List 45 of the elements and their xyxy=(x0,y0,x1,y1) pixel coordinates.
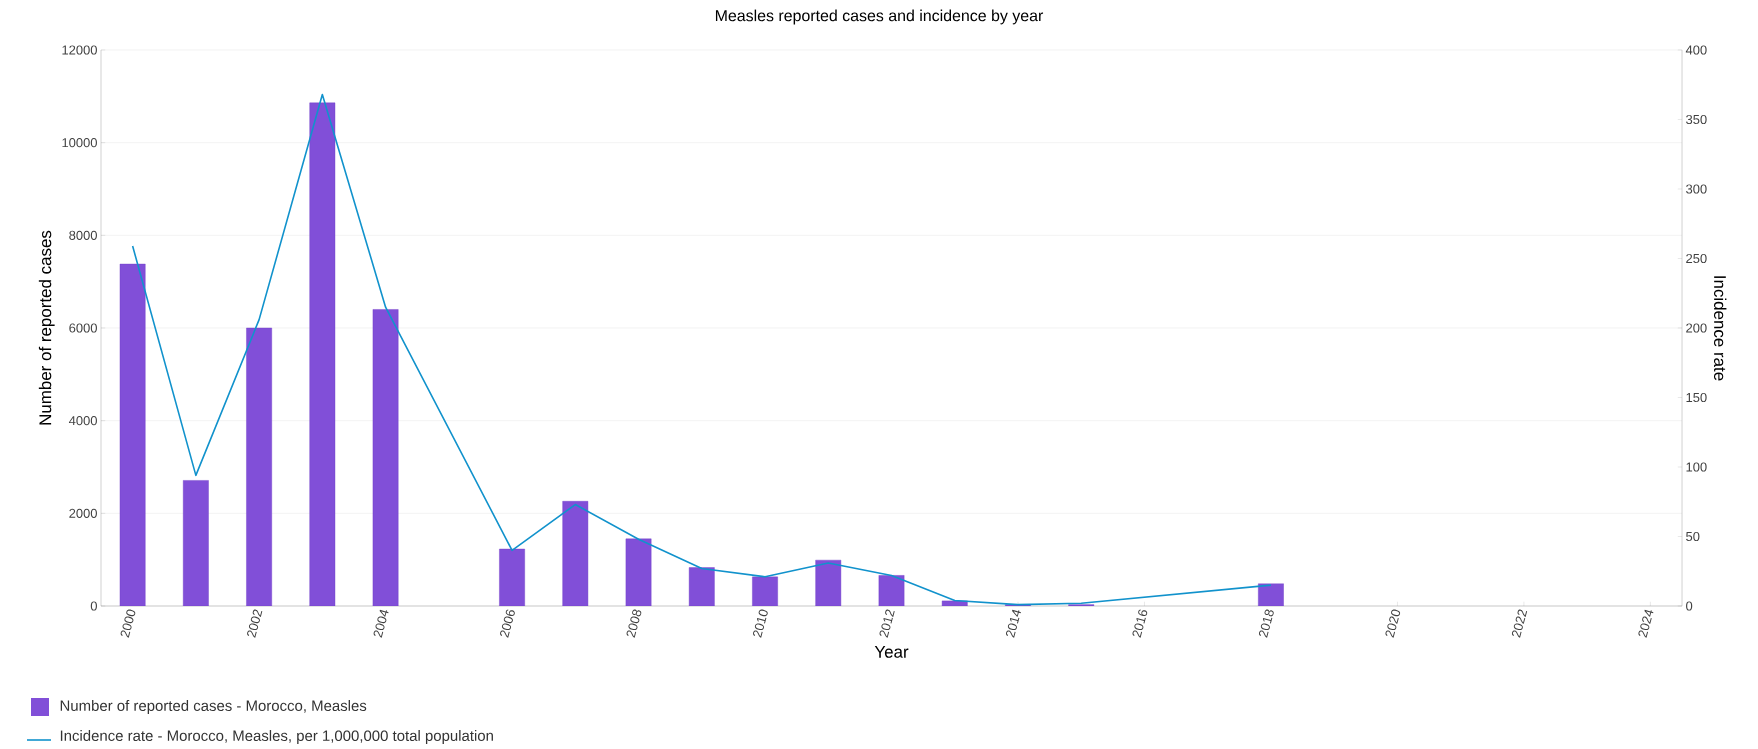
y-tick-label: 6000 xyxy=(69,323,97,333)
y2-tick-label: 400 xyxy=(1685,45,1707,55)
x-tick-label: 2012 xyxy=(879,609,895,638)
y2-tick-label: 250 xyxy=(1686,253,1707,264)
legend-label: Incidence rate - Morocco, Measles, per 1,000,000 total population xyxy=(60,730,493,744)
y2-tick-label: 100 xyxy=(1686,462,1707,472)
legend-label: Number of reported cases - Morocco, Measles xyxy=(60,700,367,714)
x-axis-title: Year xyxy=(874,646,909,658)
bar xyxy=(372,309,399,606)
y-tick-label: 0 xyxy=(90,601,97,611)
bar xyxy=(562,501,589,606)
x-tick-label: 2004 xyxy=(373,609,389,638)
y2-tick-label: 300 xyxy=(1686,184,1707,194)
y2-tick-label: 350 xyxy=(1686,114,1707,125)
y2-tick-label: 0 xyxy=(1686,601,1693,611)
bar xyxy=(119,263,146,606)
bar xyxy=(625,538,652,606)
x-tick-label: 2020 xyxy=(1385,609,1401,638)
y-tick-label: 2000 xyxy=(69,508,97,518)
y2-axis-title: Incidence rate xyxy=(1713,276,1727,381)
x-tick-label: 2010 xyxy=(753,609,768,638)
bar xyxy=(246,327,272,606)
y-axis-title: Number of reported cases xyxy=(38,230,55,425)
x-tick-label: 2018 xyxy=(1258,609,1274,638)
x-tick-label: 2024 xyxy=(1638,609,1654,638)
bar xyxy=(309,102,336,606)
bar xyxy=(499,548,525,606)
bar xyxy=(752,576,778,606)
y2-tick-label: 150 xyxy=(1686,392,1707,403)
x-tick-label: 2022 xyxy=(1511,609,1528,638)
y2-tick-label: 50 xyxy=(1686,531,1700,542)
y-tick-label: 12000 xyxy=(62,45,97,55)
bar xyxy=(183,480,209,606)
x-tick-label: 2000 xyxy=(120,609,136,638)
x-tick-label: 2014 xyxy=(1006,609,1021,638)
chart-title: Measles reported cases and incidence by year xyxy=(715,9,1044,25)
y-tick-label: 4000 xyxy=(68,416,97,426)
x-tick-label: 2016 xyxy=(1132,609,1148,638)
y2-tick-label: 200 xyxy=(1686,323,1707,333)
y-tick-label: 8000 xyxy=(69,230,97,240)
y-tick-label: 10000 xyxy=(62,138,97,148)
x-tick-label: 2008 xyxy=(626,609,642,638)
x-tick-label: 2006 xyxy=(500,609,515,638)
x-tick-label: 2002 xyxy=(247,609,263,638)
line-series xyxy=(131,93,1272,606)
